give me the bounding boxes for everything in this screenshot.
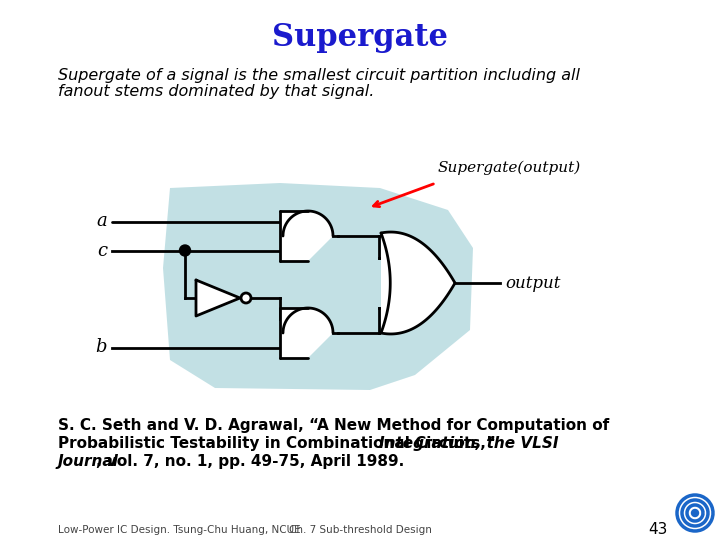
Text: a: a: [96, 213, 107, 231]
Text: Low-Power IC Design. Tsung-Chu Huang, NCUE: Low-Power IC Design. Tsung-Chu Huang, NC…: [58, 525, 301, 535]
Text: Probabilistic Testability in Combinational Circuits,”: Probabilistic Testability in Combination…: [58, 436, 501, 451]
Text: Ch. 7 Sub-threshold Design: Ch. 7 Sub-threshold Design: [289, 525, 431, 535]
Polygon shape: [280, 308, 333, 358]
Text: , vol. 7, no. 1, pp. 49-75, April 1989.: , vol. 7, no. 1, pp. 49-75, April 1989.: [96, 454, 405, 469]
Circle shape: [241, 293, 251, 303]
Polygon shape: [163, 183, 473, 390]
Text: Supergate of a signal is the smallest circuit partition including all: Supergate of a signal is the smallest ci…: [58, 68, 580, 83]
Text: Supergate: Supergate: [272, 22, 448, 53]
Circle shape: [179, 245, 191, 256]
Text: Journal: Journal: [58, 454, 119, 469]
Text: fanout stems dominated by that signal.: fanout stems dominated by that signal.: [58, 84, 374, 99]
Text: output: output: [505, 274, 560, 292]
Text: 43: 43: [648, 523, 667, 537]
Polygon shape: [280, 211, 333, 261]
Text: Supergate(output): Supergate(output): [438, 160, 581, 175]
Polygon shape: [381, 232, 455, 334]
Text: Integration, the VLSI: Integration, the VLSI: [379, 436, 559, 451]
Text: c: c: [97, 241, 107, 260]
Text: S. C. Seth and V. D. Agrawal, “A New Method for Computation of: S. C. Seth and V. D. Agrawal, “A New Met…: [58, 418, 609, 433]
Polygon shape: [196, 280, 240, 316]
Text: b: b: [96, 339, 107, 356]
Circle shape: [691, 510, 698, 516]
